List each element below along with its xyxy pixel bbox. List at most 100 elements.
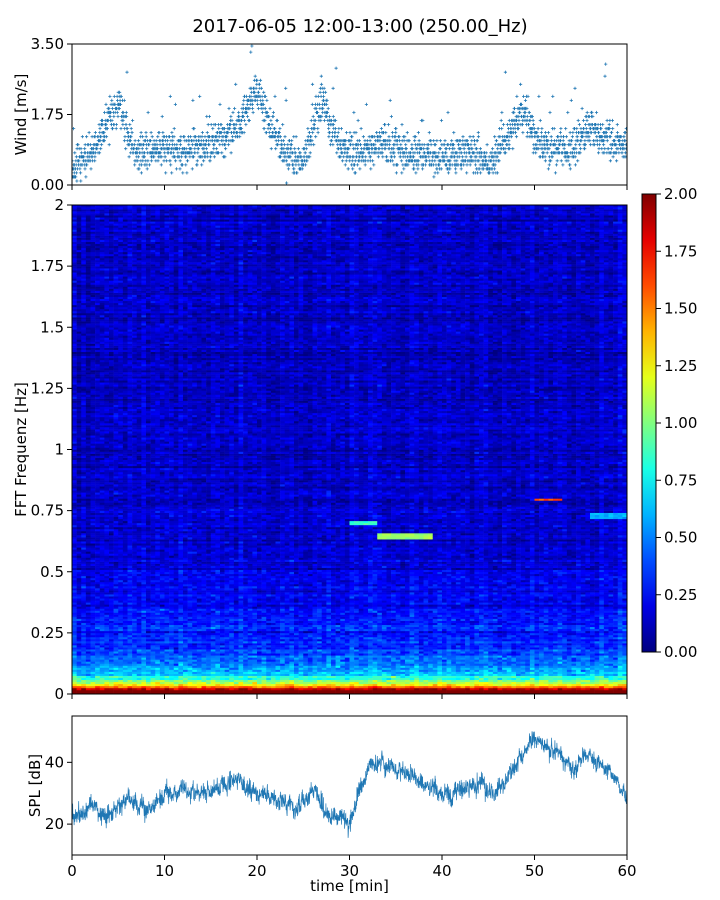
spectrogram-cell — [118, 380, 124, 383]
spectrogram-cell — [95, 296, 101, 300]
spectrogram-cell — [122, 575, 128, 579]
spectrogram-cell — [85, 480, 91, 483]
spectrogram-cell — [150, 245, 156, 249]
spectrogram-cell — [99, 406, 105, 410]
spectrogram-cell — [85, 488, 91, 491]
spectrogram-cell — [155, 249, 161, 253]
spectrogram-cell — [85, 616, 91, 619]
spectrogram-cell — [113, 612, 119, 615]
spectrogram-cell — [95, 443, 101, 446]
spectrogram-cell — [99, 467, 105, 471]
spectrogram-cell — [72, 414, 77, 418]
spectrogram-cell — [85, 490, 91, 493]
spectrogram-cell — [122, 282, 128, 285]
spectrogram-cell — [95, 492, 101, 495]
spectrogram-cell — [146, 659, 151, 662]
spectrogram-cell — [109, 655, 114, 658]
spectrogram-cell — [146, 600, 151, 603]
spectrogram-cell — [109, 498, 114, 501]
spectrogram-cell — [76, 394, 82, 397]
spectrogram-cell — [104, 691, 110, 695]
spectrogram-cell — [99, 504, 105, 507]
spectrogram-cell — [136, 416, 142, 420]
spectrogram-cell — [155, 612, 161, 615]
spectrogram-cell — [164, 408, 170, 412]
spectrogram-cell — [155, 590, 161, 593]
spectrogram-cell — [99, 433, 105, 436]
spectrogram-cell — [81, 345, 87, 348]
spectrogram-cell — [141, 260, 147, 263]
spectrogram-cell — [99, 520, 105, 524]
spectrogram-cell — [118, 325, 124, 328]
spectrogram-cell — [146, 333, 151, 336]
spectrogram-cell — [99, 429, 105, 432]
spectrogram-cell — [132, 641, 138, 644]
spectrogram-cell — [155, 575, 161, 579]
spectrogram-cell — [155, 235, 161, 238]
spectrogram-cell — [141, 551, 147, 554]
spectrogram-cell — [132, 602, 138, 605]
spectrogram-cell — [136, 657, 142, 660]
spectrogram-cell — [85, 357, 91, 361]
spectrogram-cell — [146, 510, 151, 513]
spectrogram-cell — [72, 351, 77, 355]
spectrogram-cell — [136, 414, 142, 418]
spectrogram-cell — [150, 508, 156, 511]
spectrogram-cell — [136, 614, 142, 617]
spectrogram-cell — [95, 524, 101, 528]
spectrogram-cell — [127, 667, 133, 670]
spectrogram-cell — [85, 325, 91, 328]
spectrogram-cell — [159, 573, 165, 577]
spectrogram-cell — [72, 496, 77, 499]
spectrogram-cell — [90, 628, 96, 632]
spectrogram-cell — [122, 296, 128, 300]
spectrogram-cell — [155, 410, 161, 414]
spectrogram-cell — [146, 378, 151, 381]
spectrogram-cell — [136, 209, 142, 212]
spectrogram-cell — [146, 278, 151, 281]
spectrogram-cell — [99, 335, 105, 338]
spectrogram-cell — [146, 588, 151, 591]
spectrogram-cell — [155, 638, 161, 642]
spectrogram-cell — [164, 496, 170, 499]
spectrogram-cell — [81, 471, 87, 475]
spectrogram-cell — [85, 439, 91, 442]
spectrogram-cell — [159, 219, 165, 222]
spectrogram-cell — [95, 315, 101, 318]
spectrogram-cell — [104, 237, 110, 240]
spectrogram-cell — [104, 262, 110, 265]
spectrogram-cell — [118, 357, 124, 361]
spectrogram-cell — [90, 488, 96, 491]
spectrogram-cell — [90, 588, 96, 591]
spectrogram-cell — [72, 284, 77, 287]
spectrogram-cell — [127, 323, 133, 326]
spectrogram-cell — [132, 343, 138, 346]
spectrogram-cell — [164, 557, 170, 560]
spectrogram-cell — [99, 649, 105, 652]
spectrogram-cell — [159, 335, 165, 338]
spectrogram-cell — [81, 317, 87, 320]
spectrogram-cell — [155, 628, 161, 632]
spectrogram-cell — [76, 349, 82, 352]
spectrogram-cell — [159, 345, 165, 348]
spectrogram-cell — [76, 386, 82, 389]
spectrogram-cell — [72, 433, 77, 436]
spectrogram-cell — [76, 535, 82, 538]
spectrogram-cell — [155, 651, 161, 654]
spectrogram-cell — [141, 227, 147, 230]
spectrogram-cell — [104, 249, 110, 253]
spectrogram-cell — [141, 431, 147, 434]
spectrogram-cell — [122, 274, 128, 277]
spectrogram-cell — [164, 671, 170, 674]
spectrogram-cell — [72, 319, 77, 322]
spectrogram-cell — [141, 557, 147, 560]
spectrogram-cell — [136, 484, 142, 487]
spectrogram-cell — [146, 528, 151, 532]
spectrogram-cell — [122, 317, 128, 320]
spectrogram-cell — [90, 231, 96, 234]
spectrogram-cell — [136, 402, 142, 405]
spectrogram-cell — [113, 235, 119, 238]
spectrogram-cell — [132, 406, 138, 410]
spectrogram-cell — [122, 286, 128, 289]
spectrogram-cell — [90, 294, 96, 297]
